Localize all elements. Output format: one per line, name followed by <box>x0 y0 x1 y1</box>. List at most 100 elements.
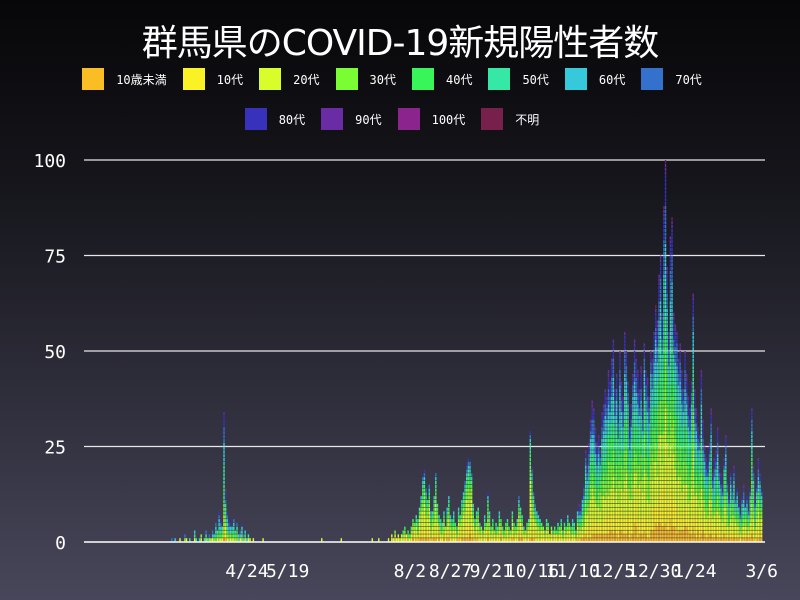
bar-segment <box>518 534 520 538</box>
bar-segment <box>563 538 566 542</box>
bar-segment <box>663 373 665 378</box>
bar-segment <box>682 408 685 412</box>
bar-segment <box>632 503 634 508</box>
bar-segment <box>676 480 678 485</box>
bar-segment <box>620 408 623 412</box>
bar-segment <box>659 282 662 286</box>
bar-segment <box>637 457 639 462</box>
bar-segment <box>591 511 593 515</box>
bar-segment <box>614 412 616 416</box>
bar-segment <box>451 522 453 527</box>
bar-segment <box>692 396 694 401</box>
bar-segment <box>658 503 660 508</box>
bar-segment <box>664 167 667 171</box>
bar-segment <box>454 522 457 527</box>
bar-segment <box>653 488 655 492</box>
bar-segment <box>668 423 670 427</box>
bar-segment <box>576 519 579 523</box>
bar-segment <box>687 522 690 527</box>
bar-segment <box>723 477 725 481</box>
bar-segment <box>656 454 659 458</box>
bar-segment <box>671 274 673 278</box>
bar-segment <box>695 519 698 523</box>
bar-segment <box>571 534 574 538</box>
bar-segment <box>435 511 437 515</box>
bar-segment <box>426 507 429 511</box>
bar-segment <box>664 423 667 427</box>
bar-segment <box>518 496 520 500</box>
bar-segment <box>672 519 675 523</box>
bar-segment <box>607 423 610 427</box>
bar-segment <box>643 477 646 481</box>
bar-segment <box>692 519 694 523</box>
bar-segment <box>664 331 667 336</box>
bar-segment <box>703 488 706 492</box>
bar-segment <box>700 480 703 485</box>
bar-segment <box>656 404 659 408</box>
bar-segment <box>708 519 711 523</box>
bar-segment <box>466 526 468 530</box>
bar-segment <box>645 381 647 385</box>
bar-segment <box>656 488 659 492</box>
bar-segment <box>664 266 667 271</box>
bar-segment <box>611 396 613 401</box>
bar-segment <box>627 519 629 523</box>
bar-segment <box>470 492 473 496</box>
bar-segment <box>664 431 667 435</box>
bar-segment <box>666 270 668 274</box>
bar-segment <box>431 515 434 519</box>
bar-segment <box>340 538 343 542</box>
bar-segment <box>474 522 476 527</box>
bar-segment <box>628 438 631 443</box>
bar-segment <box>529 511 532 515</box>
bar-segment <box>425 511 427 515</box>
bar-segment <box>700 503 703 508</box>
bar-segment <box>674 534 677 538</box>
bar-segment <box>668 484 670 488</box>
bar-segment <box>615 496 618 500</box>
bar-segment <box>695 431 698 435</box>
bar-segment <box>651 393 654 397</box>
bar-segment <box>584 477 587 481</box>
bar-segment <box>684 408 686 412</box>
bar-segment <box>699 473 701 477</box>
bar-segment <box>716 538 719 542</box>
bar-segment <box>593 488 595 492</box>
bar-segment <box>681 404 683 408</box>
bar-segment <box>568 526 571 530</box>
bar-segment <box>224 534 227 538</box>
bar-segment <box>664 534 667 538</box>
bar-segment <box>619 461 621 465</box>
bar-segment <box>200 538 202 542</box>
bar-segment <box>640 484 642 488</box>
bar-segment <box>614 446 616 450</box>
bar-segment <box>615 373 618 378</box>
bar-segment <box>461 526 463 530</box>
bar-segment <box>731 484 734 488</box>
bar-segment <box>229 534 232 538</box>
bar-segment <box>630 507 633 511</box>
bar-segment <box>751 530 753 534</box>
bar-segment <box>743 526 745 530</box>
bar-segment <box>552 530 554 534</box>
bar-segment <box>602 431 605 435</box>
bar-segment <box>557 534 559 538</box>
bar-segment <box>615 423 618 427</box>
bar-segment <box>562 534 564 538</box>
bar-segment <box>676 450 678 454</box>
bar-segment <box>725 538 727 542</box>
bar-segment <box>669 244 672 248</box>
bar-segment <box>594 507 597 511</box>
bar-segment <box>594 526 597 530</box>
bar-segment <box>625 438 628 443</box>
bar-segment <box>620 431 623 435</box>
bar-segment <box>728 522 730 527</box>
bar-segment <box>536 530 538 534</box>
bar-segment <box>682 454 685 458</box>
bar-segment <box>461 503 463 508</box>
bar-segment <box>619 415 621 420</box>
bar-segment <box>659 266 662 271</box>
bar-segment <box>656 465 659 469</box>
bar-segment <box>604 404 606 408</box>
bar-segment <box>637 438 639 443</box>
